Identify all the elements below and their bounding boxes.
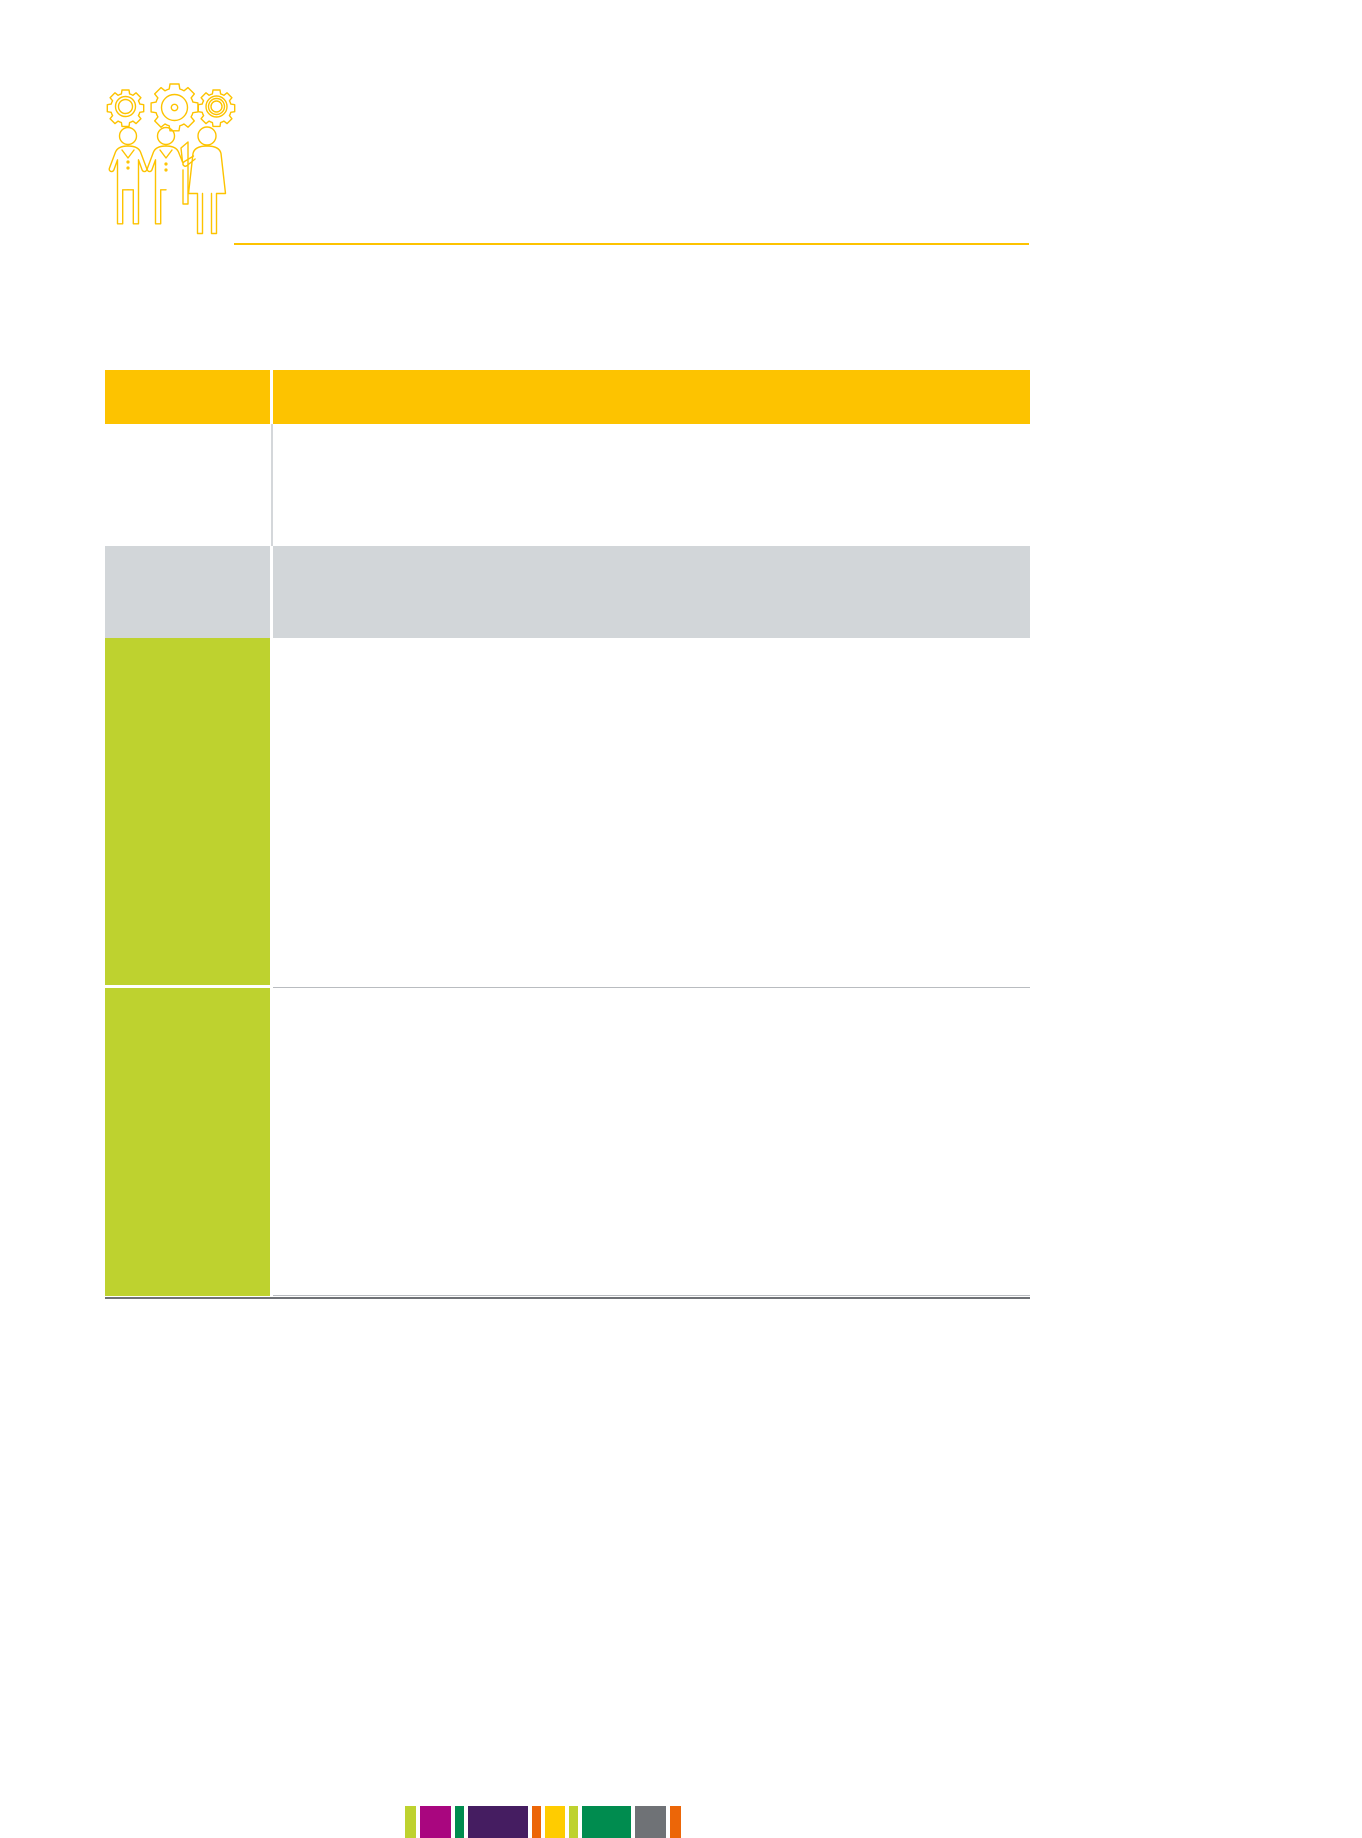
table-cell-left-accent [105,638,273,988]
segment-green-wide [582,1806,631,1838]
gear-middle-icon [150,83,199,132]
table-subheader-cell-right [273,546,1030,638]
table-row [105,424,1030,546]
person-middle-icon [146,126,189,225]
segment-orange-2 [670,1806,681,1838]
table-header-cell-right [273,370,1030,424]
table-row [105,638,1030,988]
segment-lime [405,1806,416,1838]
segment-magenta [420,1806,451,1838]
gear-left-icon [106,89,145,128]
segment-purple [468,1806,528,1838]
table-cell-right [273,638,1030,988]
three-people-with-gears-icon [100,78,250,256]
person-right-icon [182,126,227,235]
brand-colour-bar [405,1806,681,1838]
segment-lime-2 [569,1806,578,1838]
table-cell-left-accent [105,988,273,1296]
table-header-cell-left [105,370,273,424]
table-subheader-cell-left [105,546,273,638]
table-row [105,988,1030,1296]
table-subheader-row [105,546,1030,638]
segment-green [455,1806,464,1838]
table-bottom-rule [105,1297,1030,1299]
table-cell-right [273,988,1030,1296]
segment-yellow [545,1806,565,1838]
segment-orange [532,1806,541,1838]
page-header [0,0,1362,300]
gear-right-icon [197,89,236,128]
table-header-row [105,370,1030,424]
segment-gray [635,1806,666,1838]
header-divider-rule [234,243,1029,245]
content-table [105,370,1030,1296]
person-left-icon [108,126,148,225]
table-cell-right [273,424,1030,546]
table-cell-left [105,424,273,546]
